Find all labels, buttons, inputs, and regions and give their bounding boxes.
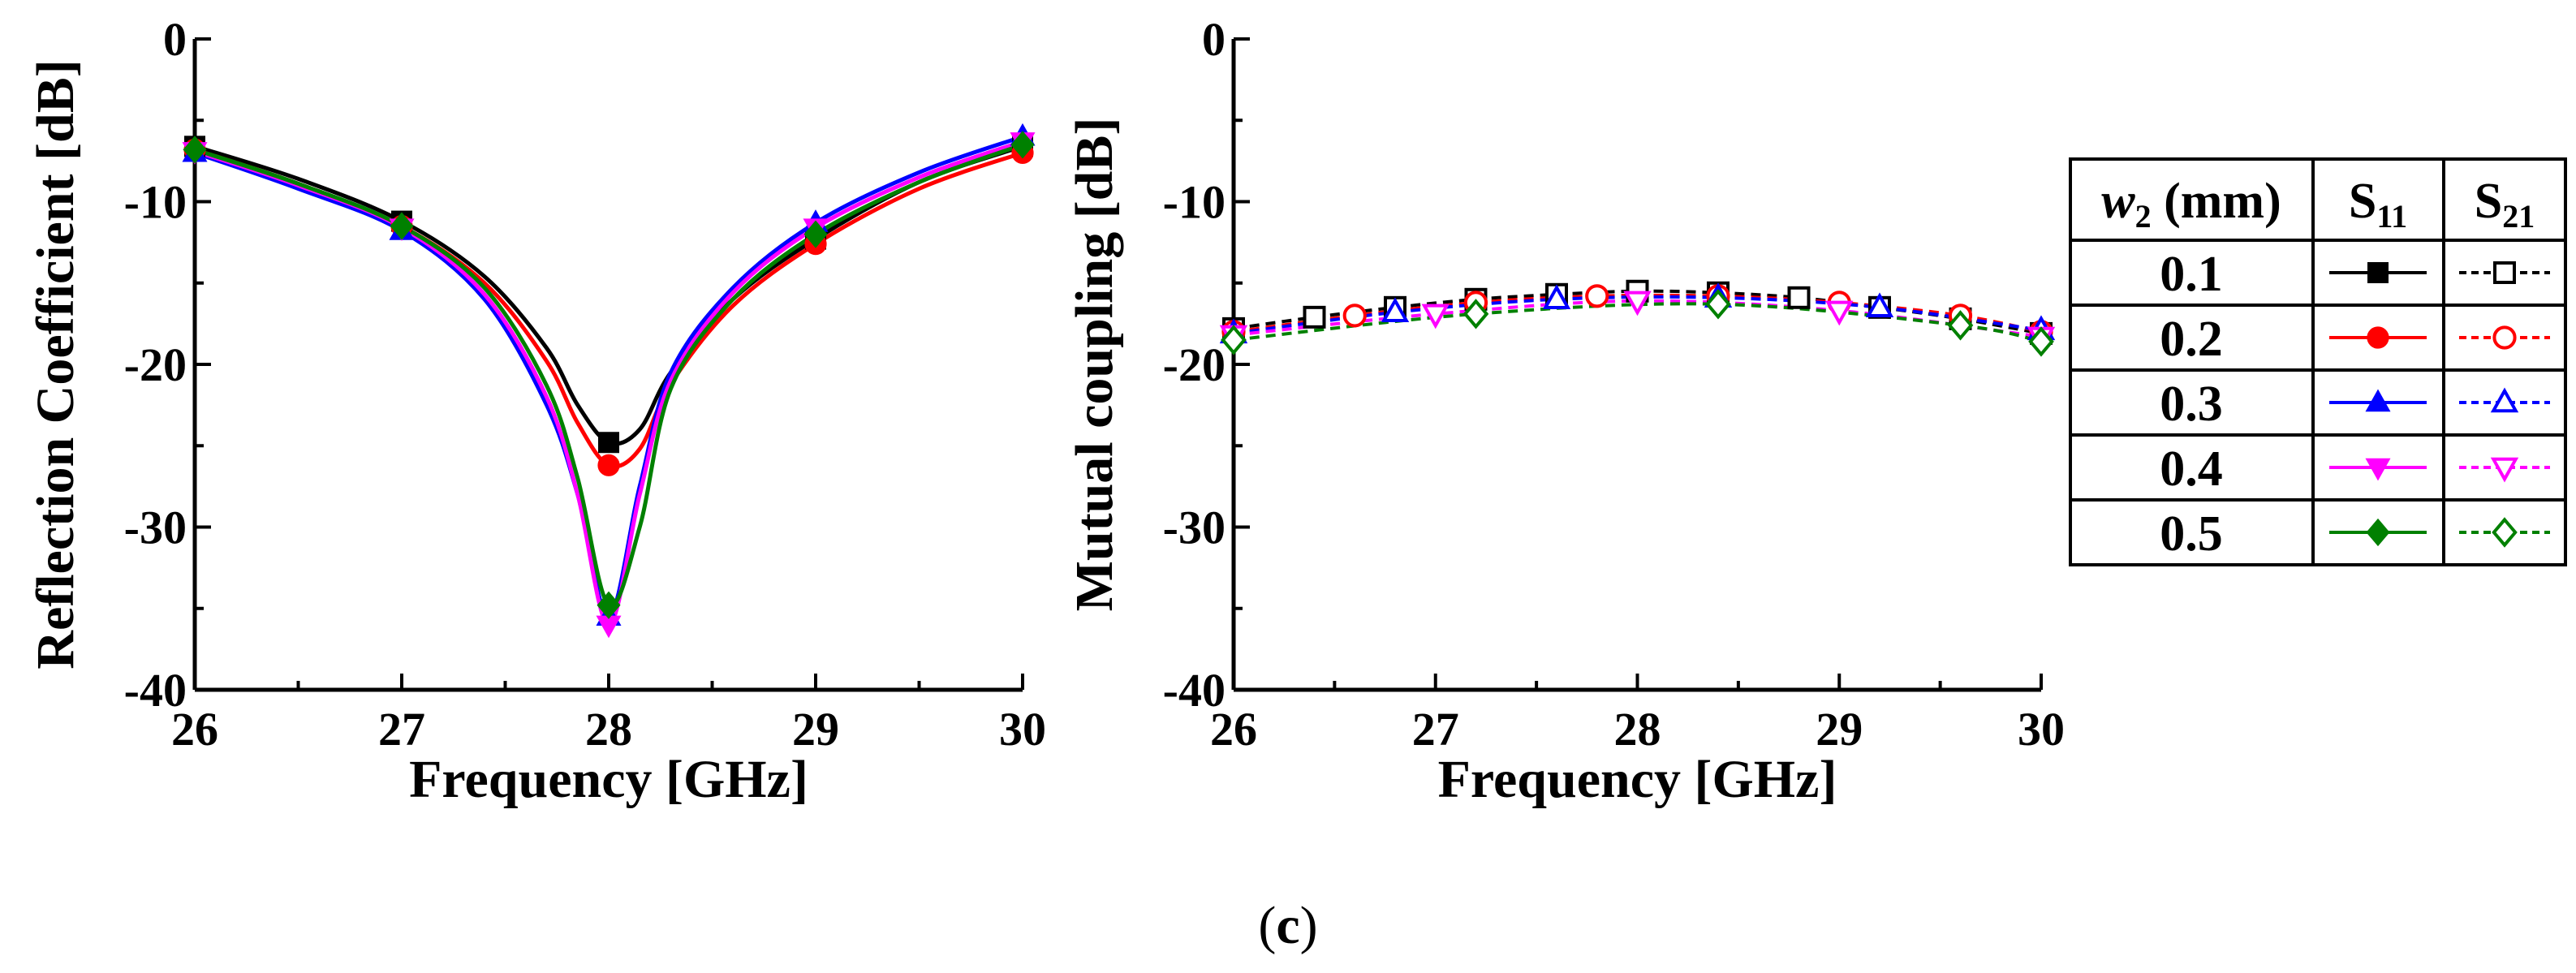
series-line-0.4: [1233, 299, 2042, 338]
legend-s21-marker: [2493, 261, 2516, 284]
data-point-0.5: [1010, 131, 1035, 159]
legend-s11-marker: [2367, 326, 2389, 349]
legend-value: 0.1: [2160, 247, 2223, 302]
x-tick-label: 30: [999, 703, 1046, 756]
data-point-0.4: [596, 615, 622, 639]
data-point-0.5: [597, 591, 621, 619]
legend-border: [2069, 157, 2567, 566]
data-point-0.5: [803, 220, 828, 248]
x-tick-label: 27: [378, 703, 425, 756]
x-tick-label: 30: [2018, 703, 2065, 756]
data-point-0.5: [1947, 310, 1974, 341]
data-point-0.3: [1542, 284, 1571, 309]
legend-s11-marker: [2367, 262, 2389, 283]
legend-header-s11: S11: [2349, 174, 2407, 235]
y-tick-label: -40: [1163, 664, 1226, 717]
series-line-0.3: [194, 134, 1023, 619]
y-axis-title: Reflection Coefficient [dB]: [26, 59, 85, 669]
data-point-0.2: [1585, 284, 1609, 308]
y-tick-label: 0: [163, 13, 187, 66]
data-point-0.5: [1462, 299, 1489, 329]
legend-value: 0.3: [2160, 377, 2223, 432]
y-tick-label: 0: [1202, 13, 1226, 66]
data-point-0.4: [1623, 291, 1652, 316]
y-tick-label: -30: [124, 502, 187, 554]
legend-s21-marker: [2490, 457, 2519, 483]
x-axis-title: Frequency [GHz]: [409, 750, 808, 809]
series-line-0.3: [1233, 295, 2042, 335]
series-line-0.1: [1233, 289, 2042, 335]
legend-header-s21: S21: [2475, 174, 2535, 235]
legend-s21-marker: [2492, 517, 2518, 548]
series-line-0.4: [194, 139, 1023, 627]
legend-s11-marker: [2366, 518, 2390, 547]
legend-header-parameter: w2 (mm): [2101, 174, 2281, 235]
x-tick-label: 29: [792, 703, 839, 756]
y-axis-title: Mutual coupling [dB]: [1065, 118, 1124, 612]
data-point-0.5: [183, 136, 207, 164]
x-tick-label: 28: [585, 703, 632, 756]
legend-table: w2 (mm) S11 S21 0.1 0.2 0.3 0.4 0.5: [2069, 157, 2567, 566]
legend-s11-marker: [2365, 458, 2391, 481]
y-tick-label: -10: [124, 176, 187, 229]
data-point-0.3: [1865, 292, 1894, 318]
data-point-0.3: [1381, 297, 1410, 323]
legend-value: 0.4: [2160, 441, 2223, 497]
data-point-0.1: [598, 432, 619, 454]
data-point-0.5: [1221, 325, 1247, 355]
data-point-0.4: [1421, 304, 1450, 329]
legend-s21-marker: [2490, 387, 2519, 413]
x-tick-label: 27: [1412, 703, 1459, 756]
legend-s11-marker: [2365, 389, 2391, 412]
y-tick-label: -20: [124, 338, 187, 391]
y-tick-label: -20: [1163, 338, 1226, 391]
x-tick-label: 26: [1210, 703, 1257, 756]
series-line-0.5: [194, 142, 1023, 609]
legend-value: 0.2: [2160, 312, 2223, 367]
legend-value: 0.5: [2160, 506, 2223, 562]
data-point-0.2: [597, 454, 620, 476]
data-point-0.2: [1342, 304, 1367, 328]
y-tick-label: -30: [1163, 502, 1226, 554]
data-point-0.5: [390, 212, 414, 240]
legend-s21-marker: [2492, 325, 2517, 350]
x-tick-label: 29: [1816, 703, 1863, 756]
data-point-0.5: [2028, 326, 2054, 357]
y-tick-label: -40: [124, 664, 187, 717]
x-tick-label: 26: [171, 703, 218, 756]
y-tick-label: -10: [1163, 176, 1226, 229]
data-point-0.5: [1705, 289, 1731, 320]
x-tick-label: 28: [1614, 703, 1661, 756]
data-point-0.1: [1787, 286, 1811, 309]
x-axis-title: Frequency [GHz]: [1438, 750, 1837, 809]
data-point-0.1: [1303, 305, 1326, 329]
figure-caption: (c): [1258, 896, 1317, 955]
data-point-0.4: [1825, 300, 1854, 326]
